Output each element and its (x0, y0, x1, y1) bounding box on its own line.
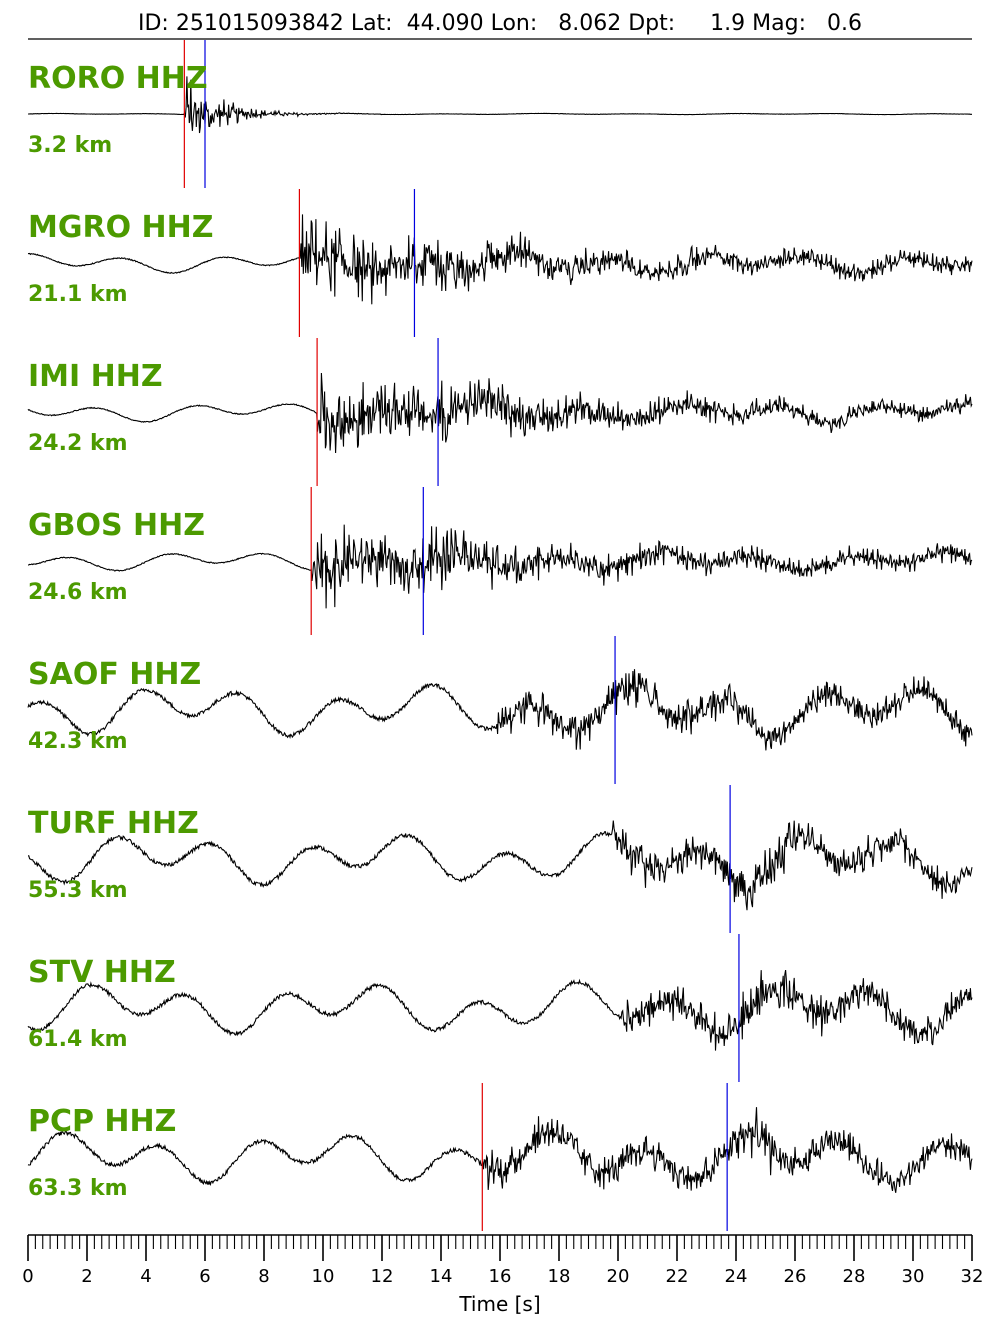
x-tick-label: 8 (258, 1266, 269, 1287)
distance-label-imi-hhz: 24.2 km (28, 431, 128, 456)
event-lat: 44.090 (407, 11, 484, 36)
station-label-imi-hhz: IMI HHZ (28, 359, 163, 394)
distance-label-roro-hhz: 3.2 km (28, 133, 112, 158)
x-tick-label: 2 (81, 1266, 92, 1287)
event-magnitude: 0.6 (827, 11, 862, 36)
event-id: 251015093842 (176, 11, 344, 36)
x-tick-label: 18 (548, 1266, 571, 1287)
x-tick-label: 0 (22, 1266, 33, 1287)
trace-pcp-hhz (27, 1107, 973, 1193)
x-tick-label: 22 (666, 1266, 689, 1287)
lon-label: Lon: (491, 11, 538, 36)
station-label-mgro-hhz: MGRO HHZ (28, 210, 214, 245)
x-tick-label: 6 (199, 1266, 210, 1287)
event-lon: 8.062 (558, 11, 621, 36)
trace-mgro-hhz (27, 214, 973, 305)
x-tick-label: 20 (607, 1266, 630, 1287)
traces-group (27, 40, 973, 1231)
x-tick-label: 30 (902, 1266, 925, 1287)
station-label-gbos-hhz: GBOS HHZ (28, 508, 205, 543)
station-label-turf-hhz: TURF HHZ (28, 806, 199, 841)
x-tick-label: 16 (489, 1266, 512, 1287)
x-tick-label: 10 (312, 1266, 335, 1287)
trace-turf-hhz (28, 820, 973, 911)
mag-label: Mag: (752, 11, 806, 36)
distance-label-saof-hhz: 42.3 km (28, 729, 128, 754)
distance-label-turf-hhz: 55.3 km (28, 878, 128, 903)
lat-label: Lat: (351, 11, 393, 36)
event-depth: 1.9 (710, 11, 745, 36)
distance-label-gbos-hhz: 24.6 km (28, 580, 128, 605)
station-label-roro-hhz: RORO HHZ (28, 61, 208, 96)
x-tick-label: 24 (725, 1266, 748, 1287)
distance-label-pcp-hhz: 63.3 km (28, 1176, 128, 1201)
trace-imi-hhz (27, 372, 973, 454)
x-tick-label: 12 (371, 1266, 394, 1287)
x-tick-label: 26 (784, 1266, 807, 1287)
station-label-pcp-hhz: PCP HHZ (28, 1104, 176, 1139)
x-tick-label: 14 (430, 1266, 453, 1287)
trace-roro-hhz (28, 76, 972, 134)
x-tick-label: 28 (843, 1266, 866, 1287)
trace-saof-hhz (27, 669, 973, 751)
x-axis: 0 2 4 6 8 10 12 14 16 18 20 22 24 26 28 30 32 (22, 1234, 984, 1287)
station-labels-group: RORO HHZ 3.2 km MGRO HHZ 21.1 km IMI HHZ 24.2… (28, 61, 214, 1201)
station-label-stv-hhz: STV HHZ (28, 955, 176, 990)
distance-label-stv-hhz: 61.4 km (28, 1027, 128, 1052)
distance-label-mgro-hhz: 21.1 km (28, 282, 128, 307)
event-header: ID: 251015093842 Lat: 44.090 Lon: 8.062 … (138, 11, 862, 36)
x-axis-label: Time [s] (458, 1292, 540, 1316)
x-tick-label: 32 (961, 1266, 984, 1287)
x-tick-label: 4 (140, 1266, 151, 1287)
trace-gbos-hhz (28, 524, 973, 609)
station-label-saof-hhz: SAOF HHZ (28, 657, 201, 692)
dpt-label: Dpt: (628, 11, 675, 36)
id-label: ID: (138, 11, 169, 36)
trace-stv-hhz (27, 970, 973, 1051)
